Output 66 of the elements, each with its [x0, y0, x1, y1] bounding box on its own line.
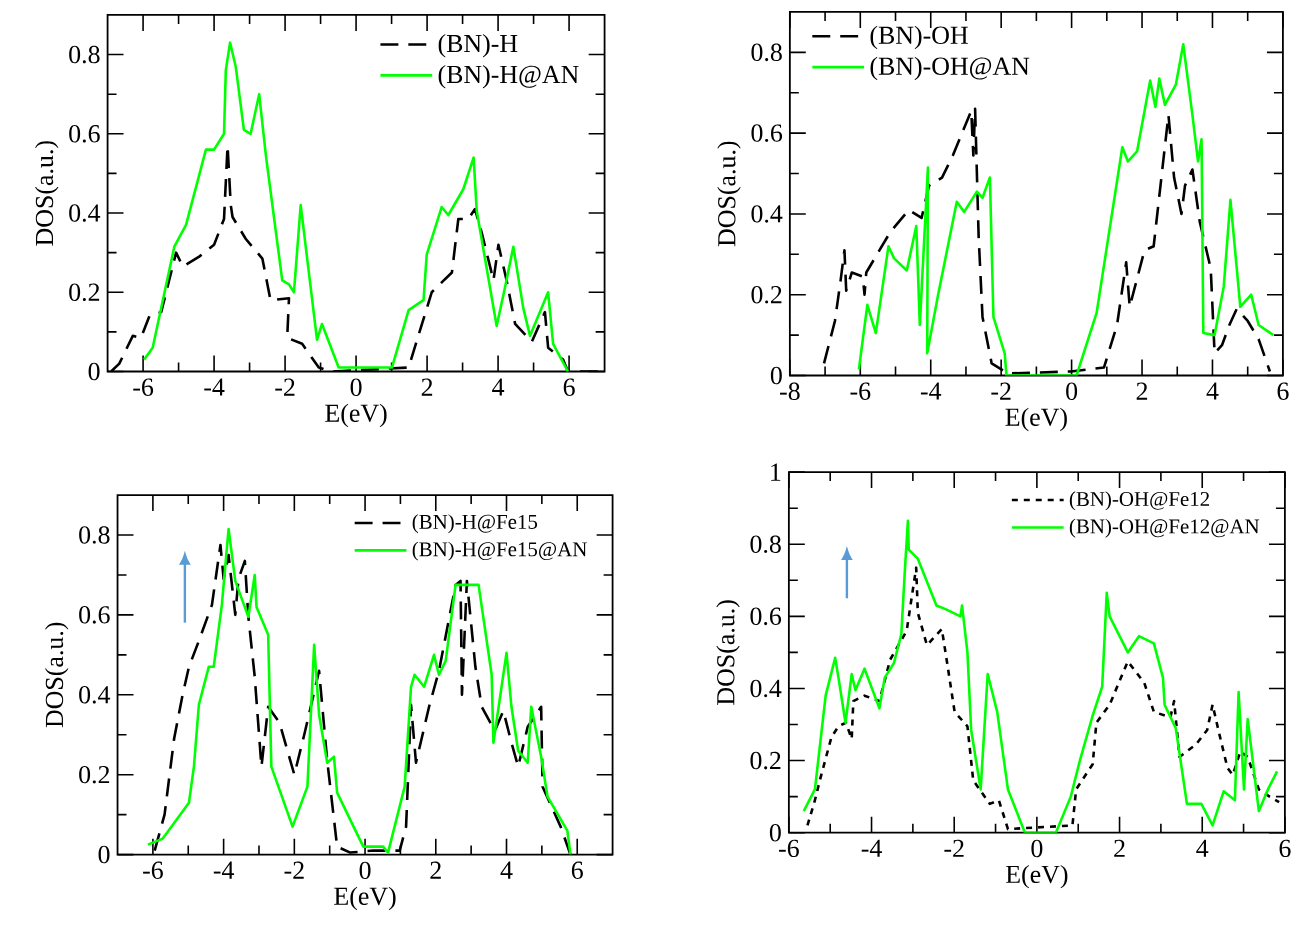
x-tick-label: 6	[1279, 839, 1291, 857]
x-axis-title: E(eV)	[1005, 407, 1067, 432]
y-axis-title: DOS(a.u.)	[717, 141, 741, 247]
y-tick-label: 0.2	[79, 765, 110, 784]
x-tick-label: 2	[1114, 839, 1125, 857]
y-tick-label: 0.8	[750, 535, 781, 553]
y-tick-label: 0.8	[69, 45, 100, 64]
legend-label: (BN)-OH	[870, 25, 968, 50]
legend-label: (BN)-OH@Fe12@AN	[1069, 518, 1260, 538]
y-tick-label: 0.2	[69, 283, 100, 301]
y-tick-label: 0.6	[750, 607, 782, 626]
y-tick-label: 0.4	[750, 679, 782, 698]
x-tick-label: -6	[143, 861, 163, 879]
x-axis-title: E(eV)	[334, 886, 396, 911]
x-tick-label: -6	[779, 839, 799, 857]
y-tick-label: 0.6	[69, 124, 100, 143]
x-tick-label: 0	[1031, 839, 1043, 858]
y-axis-title: DOS(a.u.)	[35, 141, 59, 246]
x-tick-label: -2	[284, 861, 304, 879]
x-tick-label: 4	[492, 378, 505, 396]
y-tick-label: 0.8	[751, 43, 782, 62]
x-tick-label: 2	[1136, 382, 1148, 400]
x-tick-label: -4	[920, 382, 942, 400]
x-tick-label: -2	[991, 382, 1011, 400]
x-tick-label: -6	[133, 378, 154, 396]
x-tick-label: 0	[359, 861, 371, 879]
y-tick-label: 0.2	[750, 751, 781, 770]
y-tick-label: 1	[771, 463, 781, 481]
y-tick-label: 0.4	[751, 204, 783, 223]
x-tick-label: 6	[1277, 382, 1289, 400]
legend-label: (BN)-OH@AN	[870, 56, 1030, 81]
x-tick-label: -6	[850, 382, 871, 400]
legend-label: (BN)-OH@Fe12	[1069, 491, 1210, 511]
legend-label: (BN)-H	[438, 33, 518, 58]
legend-label: (BN)-H@Fe15@AN	[412, 541, 587, 561]
x-tick-label: -4	[213, 861, 235, 879]
x-tick-label: 0	[1066, 382, 1078, 400]
y-tick-label: 0.4	[69, 204, 101, 222]
x-axis-title: E(eV)	[325, 403, 387, 428]
x-tick-label: -8	[780, 382, 800, 400]
legend-label: (BN)-H@Fe15	[412, 514, 538, 533]
x-tick-label: -4	[861, 839, 882, 857]
x-tick-label: 4	[1206, 382, 1219, 400]
y-axis-title: DOS(a.u.)	[44, 622, 69, 728]
x-tick-label: -2	[944, 839, 964, 857]
y-tick-label: 0.4	[79, 685, 111, 704]
y-tick-label: 0.8	[79, 526, 110, 544]
x-axis-title: E(eV)	[1006, 864, 1068, 889]
line-series	[806, 566, 1281, 831]
x-tick-label: 0	[350, 378, 362, 396]
legend-label: (BN)-H@AN	[438, 64, 579, 89]
x-tick-label: 4	[500, 861, 513, 879]
x-tick-label: 6	[563, 378, 575, 396]
y-tick-label: 0.6	[79, 605, 110, 624]
line-series	[802, 519, 1279, 833]
x-tick-label: -2	[275, 378, 295, 396]
x-tick-label: -4	[204, 378, 225, 396]
y-tick-label: 0.2	[751, 285, 782, 304]
x-tick-label: 6	[571, 861, 583, 879]
x-tick-label: 4	[1196, 839, 1209, 857]
x-tick-label: 2	[430, 861, 441, 879]
x-tick-label: 2	[421, 378, 433, 396]
y-axis-title: DOS(a.u.)	[716, 600, 740, 705]
y-tick-label: 0	[88, 362, 100, 381]
y-tick-label: 0	[769, 823, 781, 842]
y-tick-label: 0.6	[751, 124, 783, 142]
